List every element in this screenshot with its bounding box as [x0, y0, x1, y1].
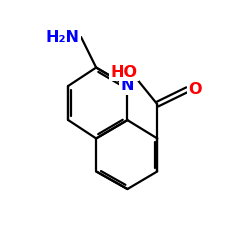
- Text: H₂N: H₂N: [46, 30, 80, 44]
- Text: HO: HO: [110, 65, 137, 80]
- Text: O: O: [188, 82, 202, 97]
- Text: N: N: [121, 78, 134, 94]
